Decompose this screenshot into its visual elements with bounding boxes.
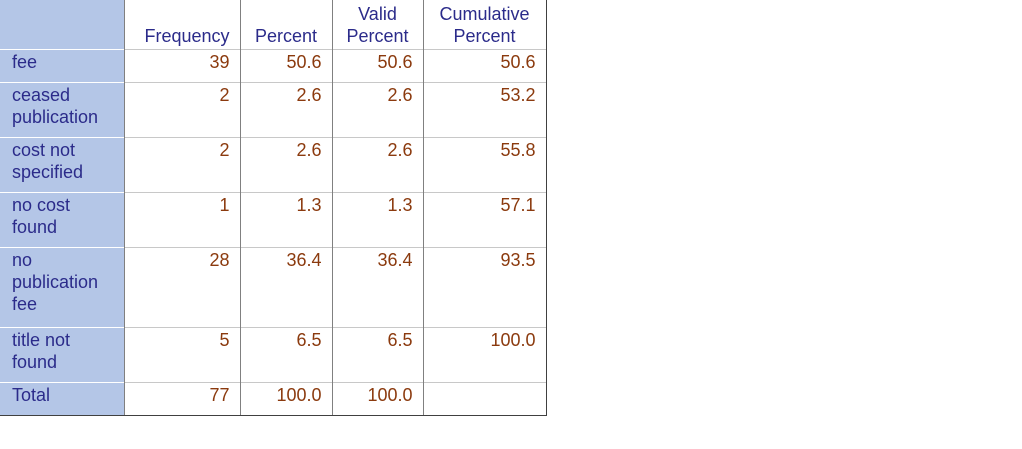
cell-cumulative-percent: 93.5	[423, 246, 547, 327]
table-row: fee 39 50.6 50.6 50.6	[0, 48, 547, 82]
cell-percent: 6.5	[240, 326, 333, 382]
frequency-table: Frequency Percent Valid Percent Cumulativ…	[0, 0, 547, 416]
header-frequency: Frequency	[124, 0, 241, 49]
cell-valid-percent: 2.6	[332, 136, 424, 192]
cell-cumulative-percent: 53.2	[423, 81, 547, 137]
cell-percent-total: 100.0	[240, 381, 333, 416]
table-row: no publication fee 28 36.4 36.4 93.5	[0, 246, 547, 327]
cell-valid-percent-total: 100.0	[332, 381, 424, 416]
cell-frequency: 1	[124, 191, 241, 247]
row-label-total: Total	[0, 381, 125, 416]
cell-percent: 2.6	[240, 136, 333, 192]
total-row: Total 77 100.0 100.0	[0, 381, 547, 416]
header-row: Frequency Percent Valid Percent Cumulativ…	[0, 0, 547, 49]
cell-percent: 50.6	[240, 48, 333, 82]
cell-percent: 36.4	[240, 246, 333, 327]
row-label: no publication fee	[0, 246, 125, 327]
cell-valid-percent: 1.3	[332, 191, 424, 247]
table-row: no cost found 1 1.3 1.3 57.1	[0, 191, 547, 247]
header-cumulative-percent-line2: Percent	[453, 25, 516, 46]
cell-percent: 1.3	[240, 191, 333, 247]
cell-percent: 2.6	[240, 81, 333, 137]
header-valid-percent: Valid Percent	[332, 0, 424, 49]
cell-valid-percent: 2.6	[332, 81, 424, 137]
cell-valid-percent: 36.4	[332, 246, 424, 327]
cell-cumulative-percent: 55.8	[423, 136, 547, 192]
cell-valid-percent: 6.5	[332, 326, 424, 382]
header-cumulative-percent-line1: Cumulative	[439, 3, 530, 24]
cell-cumulative-percent: 57.1	[423, 191, 547, 247]
header-valid-percent-line2: Percent	[346, 25, 409, 46]
header-cumulative-percent: Cumulative Percent	[423, 0, 547, 49]
cell-valid-percent: 50.6	[332, 48, 424, 82]
row-label: no cost found	[0, 191, 125, 247]
cell-cumulative-percent-total	[423, 381, 547, 416]
table-row: ceased publication 2 2.6 2.6 53.2	[0, 81, 547, 137]
cell-frequency: 2	[124, 136, 241, 192]
row-label: cost not specified	[0, 136, 125, 192]
row-label: fee	[0, 48, 125, 82]
row-label: ceased publication	[0, 81, 125, 137]
cell-cumulative-percent: 50.6	[423, 48, 547, 82]
cell-frequency: 28	[124, 246, 241, 327]
cell-frequency: 2	[124, 81, 241, 137]
cell-frequency: 39	[124, 48, 241, 82]
cell-frequency-total: 77	[124, 381, 241, 416]
header-percent: Percent	[240, 0, 333, 49]
row-label: title not found	[0, 326, 125, 382]
header-valid-percent-line1: Valid	[358, 3, 397, 24]
cell-frequency: 5	[124, 326, 241, 382]
table-row: cost not specified 2 2.6 2.6 55.8	[0, 136, 547, 192]
corner-cell	[0, 0, 125, 49]
table-row: title not found 5 6.5 6.5 100.0	[0, 326, 547, 382]
cell-cumulative-percent: 100.0	[423, 326, 547, 382]
